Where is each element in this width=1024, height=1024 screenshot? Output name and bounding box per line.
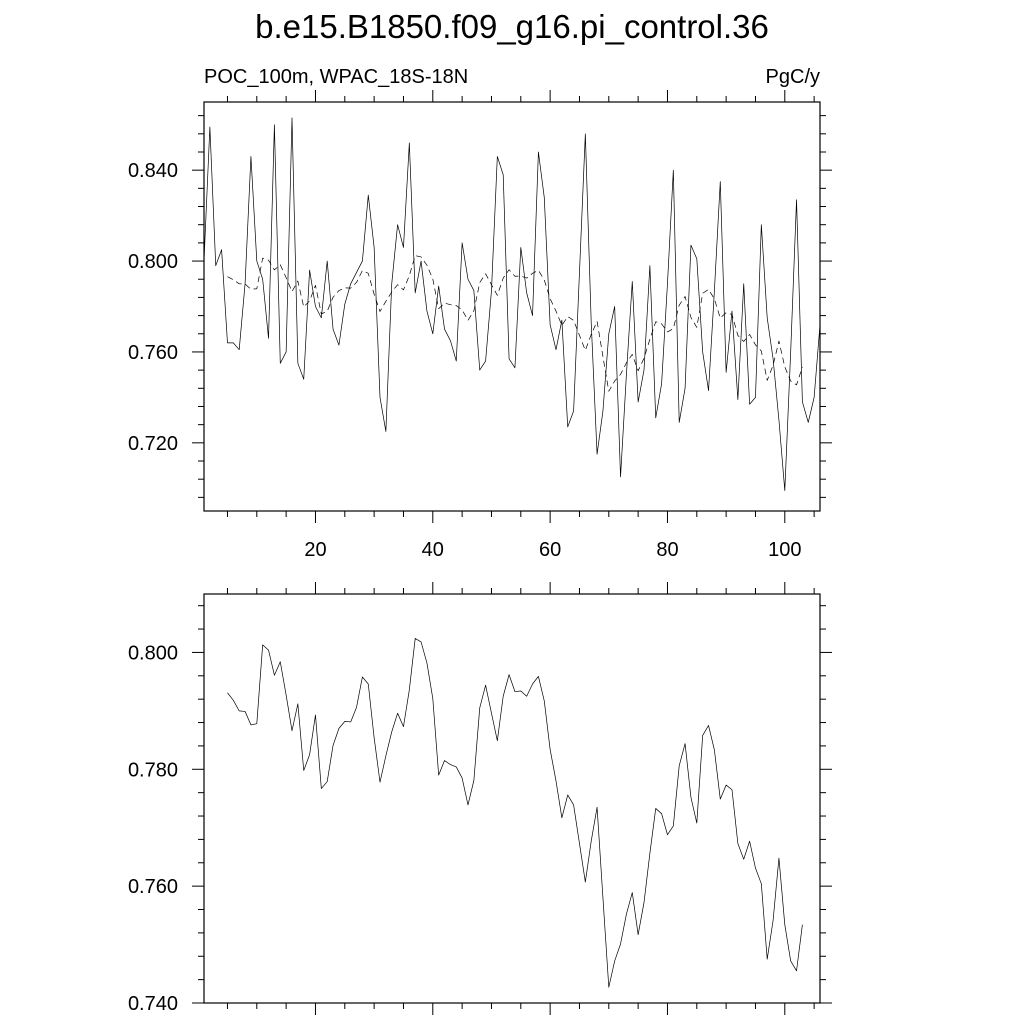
- left-subtitle: POC_100m, WPAC_18S-18N: [204, 66, 468, 88]
- top-x-tick-label: 100: [768, 539, 801, 561]
- bottom-y-tick-label: 0.760: [128, 876, 178, 898]
- top-y-tick-label: 0.800: [128, 251, 178, 273]
- top-series-dashed-line: [227, 255, 803, 392]
- bottom-y-tick-label: 0.800: [128, 642, 178, 664]
- top-y-tick-label: 0.720: [128, 433, 178, 455]
- bottom-y-tick-label: 0.780: [128, 759, 178, 781]
- right-subtitle: PgC/y: [766, 66, 820, 88]
- figure-title: b.e15.B1850.f09_g16.pi_control.36: [255, 8, 769, 45]
- top-y-tick-label: 0.840: [128, 160, 178, 182]
- top-series-solid-line: [203, 117, 821, 491]
- bottom-plot-frame: [203, 593, 821, 1004]
- bottom-y-tick-label: 0.740: [128, 993, 178, 1015]
- top-y-tick-label: 0.760: [128, 342, 178, 364]
- top-x-tick-label: 60: [539, 539, 561, 561]
- top-x-tick-label: 80: [656, 539, 678, 561]
- top-x-tick-label: 20: [304, 539, 326, 561]
- bottom-series-solid-line: [227, 638, 803, 988]
- top-plot-frame: [203, 101, 821, 512]
- top-x-tick-label: 40: [422, 539, 444, 561]
- top-panel: 20 40 60 80 100 0.720 0.760 0.800 0.840: [128, 90, 832, 561]
- bottom-panel: 0.740 0.760 0.780 0.800: [128, 582, 832, 1015]
